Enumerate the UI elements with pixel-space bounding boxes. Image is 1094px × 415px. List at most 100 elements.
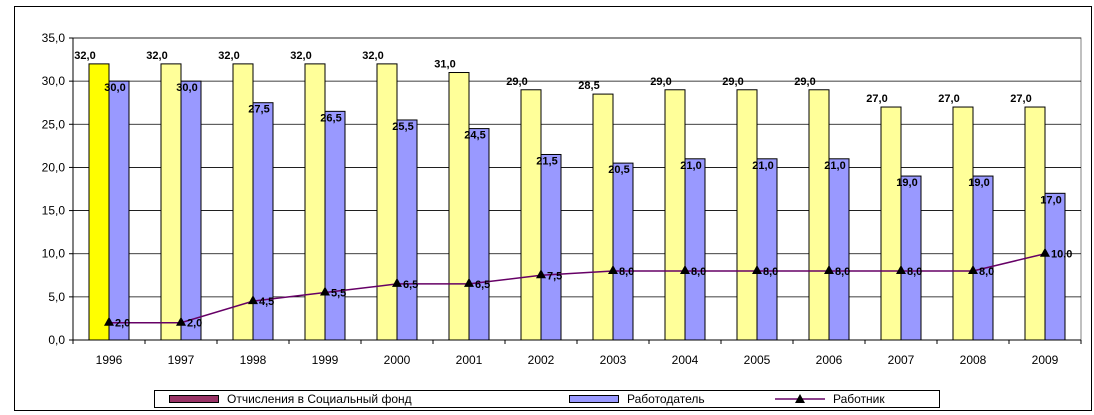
x-tick-label: 2003 (600, 353, 627, 367)
data-label-employer: 30,0 (104, 82, 125, 94)
x-tick-label: 1996 (96, 353, 123, 367)
data-label-employer: 17,0 (1040, 194, 1061, 206)
data-label-employee: 2,0 (187, 318, 202, 330)
marker-employee (968, 264, 978, 274)
y-tick-label: 35,0 (42, 31, 66, 45)
bar-employer (972, 175, 994, 341)
data-label-social-fund: 32,0 (290, 50, 311, 62)
bar-employer (540, 153, 562, 341)
bar-employer (324, 110, 346, 341)
x-tick-label: 2002 (528, 353, 555, 367)
data-label-employer: 20,5 (608, 164, 629, 176)
marker-employee (464, 277, 474, 287)
data-label-social-fund: 29,0 (506, 76, 527, 88)
y-tick-label: 30,0 (42, 74, 66, 88)
marker-employee (896, 264, 906, 274)
data-label-employer: 19,0 (968, 177, 989, 189)
marker-employee (680, 264, 690, 274)
bar-social-fund (376, 63, 398, 341)
bar-employer (396, 119, 418, 341)
bar-social-fund (1024, 106, 1046, 341)
legend-item-employer: Работодатель (569, 392, 705, 406)
data-label-employer: 21,0 (824, 160, 845, 172)
bar-social-fund (664, 89, 686, 341)
data-label-employee: 8,0 (691, 266, 706, 278)
data-label-employer: 24,5 (464, 130, 485, 142)
data-label-social-fund: 32,0 (218, 50, 239, 62)
plot-area (72, 37, 1082, 341)
y-tick-label: 10,0 (42, 247, 66, 261)
x-tick-label: 2001 (456, 353, 483, 367)
bar-employer (108, 80, 130, 341)
data-label-social-fund: 27,0 (866, 93, 887, 105)
legend-swatch-social-fund (169, 395, 219, 403)
data-label-employer: 21,0 (680, 160, 701, 172)
data-label-social-fund: 32,0 (74, 50, 95, 62)
marker-employee (104, 316, 114, 326)
data-label-employer: 25,5 (392, 121, 413, 133)
data-label-employee: 6,5 (403, 279, 418, 291)
marker-employee (392, 277, 402, 287)
data-label-social-fund: 29,0 (794, 76, 815, 88)
data-label-employee: 8,0 (763, 266, 778, 278)
data-label-employee: 8,0 (619, 266, 634, 278)
data-label-employee: 10,0 (1051, 249, 1072, 261)
bar-social-fund (952, 106, 974, 341)
x-tick-label: 1998 (240, 353, 267, 367)
marker-employee (320, 286, 330, 296)
x-tick-label: 2005 (744, 353, 771, 367)
marker-employee (248, 295, 258, 305)
data-label-social-fund: 31,0 (434, 59, 455, 71)
y-tick-label: 0,0 (48, 333, 65, 347)
chart-legend: Отчисления в Социальный фонд Работодател… (154, 390, 940, 408)
x-tick-label: 2008 (960, 353, 987, 367)
marker-employee (824, 264, 834, 274)
legend-label-employer: Работодатель (627, 392, 705, 406)
marker-employee (608, 264, 618, 274)
bar-social-fund (808, 89, 830, 341)
y-tick-label: 20,0 (42, 160, 66, 174)
data-label-employer: 26,5 (320, 112, 341, 124)
bar-employer (612, 162, 634, 341)
data-label-social-fund: 27,0 (938, 93, 959, 105)
data-label-employee: 5,5 (331, 288, 346, 300)
bar-employer (684, 158, 706, 341)
y-tick-label: 15,0 (42, 204, 66, 218)
legend-label-employee: Работник (833, 392, 885, 406)
bar-employer (756, 158, 778, 341)
x-tick-label: 1997 (168, 353, 195, 367)
x-tick-label: 1999 (312, 353, 339, 367)
bar-employer (900, 175, 922, 341)
x-tick-label: 2006 (816, 353, 843, 367)
y-tick-label: 25,0 (42, 117, 66, 131)
marker-employee (536, 269, 546, 279)
x-tick-label: 2009 (1032, 353, 1059, 367)
legend-line-employee (775, 394, 825, 403)
data-label-social-fund: 32,0 (362, 50, 383, 62)
data-label-employee: 8,0 (907, 266, 922, 278)
data-label-employer: 21,0 (752, 160, 773, 172)
chart-plot: 0,0 5,0 10,0 15,0 20,0 25,0 30,0 35,0 32,0 30,0 19… (42, 31, 1082, 367)
legend-item-employee: Работник (775, 392, 885, 406)
legend-label-social-fund: Отчисления в Социальный фонд (227, 392, 412, 406)
data-label-social-fund: 28,5 (578, 80, 599, 92)
bar-social-fund (880, 106, 902, 341)
marker-employee (176, 316, 186, 326)
data-label-social-fund: 32,0 (146, 50, 167, 62)
x-tick-label: 2000 (384, 353, 411, 367)
bar-employer (468, 128, 490, 341)
marker-employee (752, 264, 762, 274)
data-label-employer: 30,0 (176, 82, 197, 94)
bar-social-fund (160, 63, 182, 341)
bar-social-fund (88, 63, 110, 341)
data-label-employee: 4,5 (259, 296, 274, 308)
y-tick-label: 5,0 (48, 290, 65, 304)
bar-social-fund (448, 72, 470, 341)
bar-employer (180, 80, 202, 341)
bar-social-fund (520, 89, 542, 341)
bar-social-fund (304, 63, 326, 341)
bar-employer (252, 102, 274, 341)
data-label-employer: 21,5 (536, 155, 557, 167)
bar-social-fund (592, 93, 614, 341)
marker-employee (1040, 247, 1050, 257)
